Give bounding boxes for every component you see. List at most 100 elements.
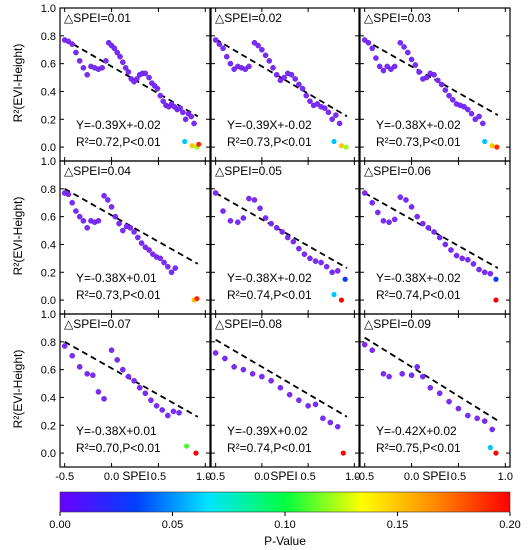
data-point <box>259 373 265 380</box>
data-point <box>182 116 189 123</box>
x-tick-label: -0.5 <box>206 471 225 483</box>
data-point <box>65 191 72 198</box>
regression-equation: Y=-0.42X+0.02 <box>376 424 457 438</box>
x-tick-label: 0.5 <box>451 471 466 483</box>
data-point <box>111 45 118 52</box>
data-point-high-p <box>493 297 499 303</box>
data-point <box>112 213 119 220</box>
regression-equation: Y=-0.39X+-0.02 <box>76 118 161 132</box>
data-point <box>391 216 398 223</box>
data-point-high-p <box>493 450 499 456</box>
data-point <box>312 401 319 408</box>
data-point <box>251 197 258 203</box>
data-point <box>376 63 383 70</box>
data-point <box>117 53 123 60</box>
x-tick-label: 0.0 <box>254 471 269 483</box>
y-tick-label: 0.0 <box>41 295 56 307</box>
data-point <box>84 371 90 377</box>
data-point <box>257 205 263 212</box>
data-point <box>380 218 387 224</box>
data-point <box>150 251 156 257</box>
data-point <box>277 384 284 391</box>
panel-title: △SPEI=0.02 <box>215 11 282 25</box>
data-point <box>384 63 390 70</box>
fit-line <box>64 38 199 118</box>
data-point <box>375 209 381 216</box>
data-point <box>361 37 368 43</box>
regression-stats: R²=0.74,P<0.01 <box>376 288 461 302</box>
colorbar-tick-label: 0.10 <box>274 519 295 531</box>
data-point-high-p <box>338 297 345 303</box>
data-point <box>369 199 375 206</box>
data-point <box>160 98 166 104</box>
data-point <box>191 120 197 127</box>
data-point-high-p <box>189 143 195 149</box>
colorbar <box>59 491 511 513</box>
data-point <box>427 384 434 391</box>
x-tick-label: -0.5 <box>55 471 74 483</box>
data-point-high-p <box>487 444 493 451</box>
data-point <box>127 224 134 231</box>
data-point <box>73 208 79 214</box>
data-point <box>251 39 258 46</box>
colorbar-tick-label: 0.15 <box>387 519 408 531</box>
data-point <box>438 81 445 88</box>
x-axis-label-col-2: SPEI <box>270 469 297 483</box>
panel-title: △SPEI=0.08 <box>215 317 282 331</box>
regression-stats: R²=0.70,P<0.01 <box>76 441 161 455</box>
panel-5: △SPEI=0.05 Y=-0.38X+-0.02 R²=0.74,P<0.01 <box>210 160 360 315</box>
data-point <box>286 391 293 398</box>
data-point <box>159 407 165 413</box>
data-point-high-p <box>340 450 346 456</box>
data-point <box>142 390 149 397</box>
data-point <box>142 244 149 251</box>
data-point <box>448 247 454 253</box>
y-tick-label: 0.4 <box>41 239 56 251</box>
data-point <box>420 220 426 227</box>
svg-text:R²(EVI-Height): R²(EVI-Height) <box>11 44 25 123</box>
data-point <box>459 255 465 262</box>
data-point <box>431 229 437 235</box>
data-point <box>188 113 195 120</box>
y-tick-label: 0.2 <box>41 267 56 279</box>
x-tick-label: 1.0 <box>196 471 211 483</box>
data-point <box>450 97 456 103</box>
data-point <box>321 105 328 111</box>
data-point <box>329 269 335 276</box>
data-point <box>146 74 152 81</box>
data-point <box>240 366 247 373</box>
panel-title: △SPEI=0.05 <box>215 164 282 178</box>
data-point <box>431 71 437 78</box>
y-tick-label: 0.6 <box>41 59 56 71</box>
x-tick-label: 0.0 <box>104 471 119 483</box>
panel-4: 0.0 0.2 0.4 0.6 0.8 1.0 △SPEI=0.04 Y=-0.38X+0.0… <box>41 156 211 315</box>
panel-8: -0.5 0.0 0.5 1.0 △SPEI=0.08 Y=-0.39X+0.02 R²=0… <box>206 313 360 483</box>
regression-equation: Y=-0.38X+0.01 <box>76 271 157 285</box>
data-point <box>416 69 422 75</box>
colorbar-ticks: 0.00 0.05 0.10 0.15 0.20 <box>49 512 521 531</box>
data-point-high-p <box>494 144 500 150</box>
data-point-high-p <box>493 276 499 282</box>
data-point <box>312 258 319 264</box>
data-point <box>442 241 449 248</box>
data-point <box>262 52 269 59</box>
regression-equation: Y=-0.39X+-0.02 <box>227 118 312 132</box>
data-point-high-p <box>482 138 488 145</box>
data-point <box>334 423 341 430</box>
panel-title: △SPEI=0.06 <box>364 164 431 178</box>
data-point <box>227 218 234 224</box>
data-point-high-p <box>193 450 199 456</box>
data-point-high-p <box>343 144 349 150</box>
data-point <box>318 259 324 266</box>
y-axis-label-row-1: R²(EVI-Height) <box>11 44 25 123</box>
data-point <box>476 266 482 273</box>
data-point <box>301 251 308 257</box>
data-point <box>138 240 145 246</box>
data-point <box>369 45 375 52</box>
svg-text:R²(EVI-Height): R²(EVI-Height) <box>11 350 25 429</box>
regression-stats: R²=0.75,P<0.01 <box>376 441 461 455</box>
data-point-high-p <box>331 291 337 298</box>
data-point <box>231 364 237 370</box>
data-point-high-p <box>338 143 345 149</box>
